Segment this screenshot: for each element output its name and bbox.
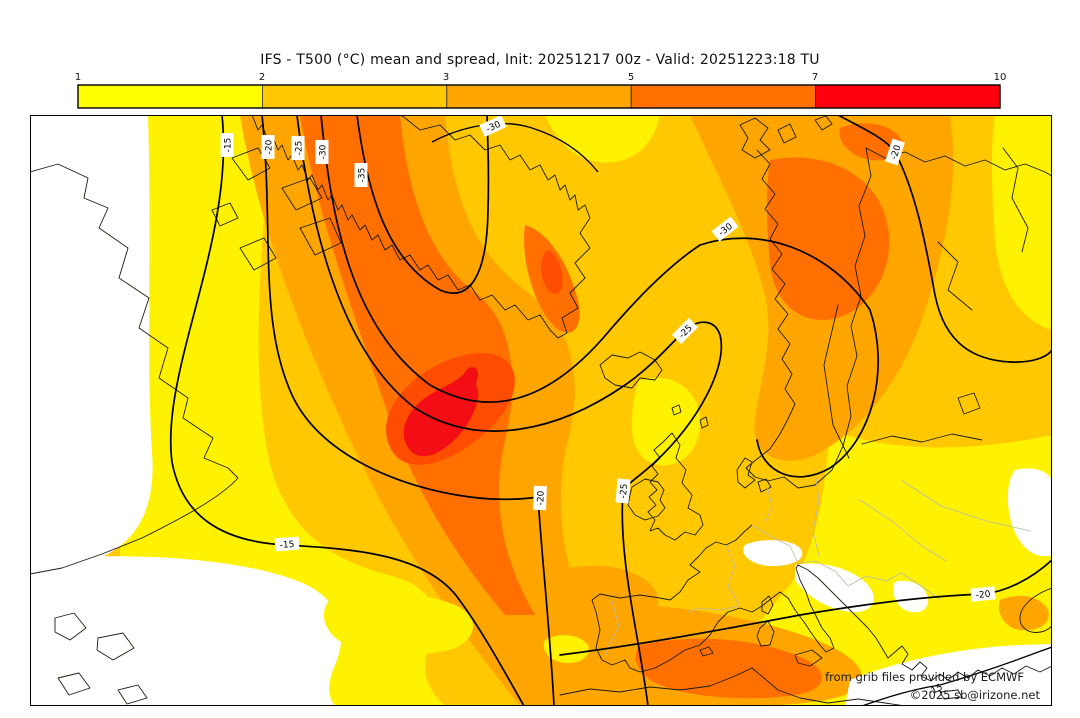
colorbar-tick: 5: [628, 72, 634, 83]
attribution-ecmwf: from grib files provided by ECMWF: [825, 670, 1024, 684]
greenland-coast: [251, 115, 591, 339]
colorbar-tick: 2: [259, 72, 265, 83]
colorbar: 1 2 3 5 7 10: [75, 72, 1007, 109]
spread-red-core: [403, 367, 479, 457]
contour-minus30: [320, 115, 880, 478]
colorbar-segments: [77, 84, 1001, 109]
contour-minus15-west: [169, 115, 525, 706]
contour-minus20-northeast: [837, 115, 1052, 363]
contour-minus20-west: [261, 115, 555, 706]
contour-label: -30: [319, 144, 329, 159]
svalbard-coast: [739, 115, 833, 159]
contour-label: -25: [295, 141, 305, 156]
country-borders: [604, 469, 1032, 657]
colorbar-segment-2: [261, 84, 448, 109]
colorbar-tick: 7: [812, 72, 818, 83]
colorbar-segment-5: [815, 84, 1001, 109]
colorbar-segment-3: [446, 84, 632, 109]
spread-shading: [30, 115, 1052, 706]
denmark-coast: [736, 457, 772, 493]
contour-minus35: [356, 115, 490, 294]
contour-label: -20: [536, 490, 547, 505]
colorbar-segment-4: [630, 84, 817, 109]
north-africa-coast: [559, 667, 906, 706]
contour-minus20-southeast: [559, 559, 1052, 656]
spread-dark-orange-regions: [300, 115, 903, 699]
colorbar-tick: 3: [443, 72, 449, 83]
contour-label: -15: [224, 138, 234, 153]
contour-minus30-north: [431, 122, 599, 173]
coastlines: [30, 115, 1052, 706]
contour-label: -20: [889, 144, 903, 161]
contour-label: -20: [265, 139, 275, 154]
contour-label: -35: [358, 168, 368, 183]
colorbar-tick: 1: [75, 72, 81, 83]
britain-coast: [647, 432, 704, 541]
colorbar-ticks: 1 2 3 5 7 10: [75, 72, 1007, 83]
spread-yellow-regions: [120, 115, 1052, 706]
europe-coast: [591, 524, 1052, 682]
contour-labels: -15 -20 -25 -30 -35 -30 -30 -25 -25 -20 …: [220, 115, 996, 698]
colorbar-segment-1: [77, 84, 263, 109]
temperature-spread-map: -15 -20 -25 -30 -35 -30 -30 -25 -25 -20 …: [30, 115, 1052, 706]
colorbar-tick: 10: [994, 72, 1007, 83]
contour-label: -15: [279, 540, 294, 551]
contour-lines: [169, 115, 1052, 706]
map-frame: [30, 115, 1052, 706]
page-title: IFS - T500 (°C) mean and spread, Init: 2…: [260, 52, 820, 68]
iceland-coast: [599, 351, 663, 389]
contour-minus15-southeast: [861, 646, 1052, 706]
contour-label: -20: [975, 590, 991, 602]
spread-no-data-regions: [30, 115, 1052, 706]
contour-label: -25: [619, 483, 630, 499]
scandinavia-coast: [745, 147, 983, 489]
attribution: from grib files provided by ECMWF ©2025 …: [825, 670, 1040, 702]
spread-yellow-islands: [323, 592, 589, 664]
attribution-copyright: ©2025 sb@irizone.net: [910, 688, 1041, 702]
